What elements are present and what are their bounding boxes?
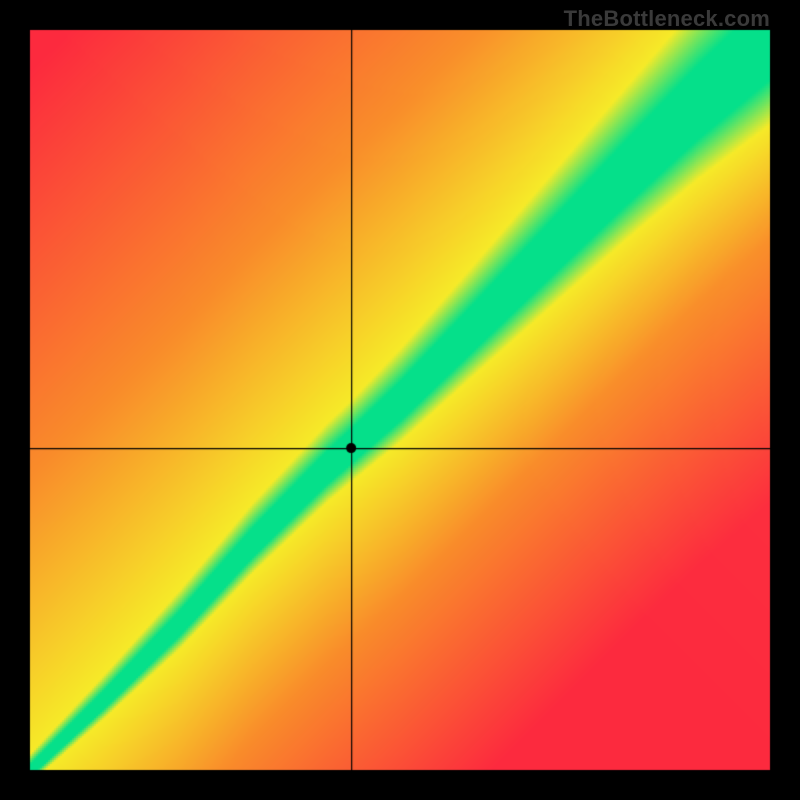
heatmap-canvas — [0, 0, 800, 800]
watermark-text: TheBottleneck.com — [564, 6, 770, 32]
chart-container: TheBottleneck.com — [0, 0, 800, 800]
